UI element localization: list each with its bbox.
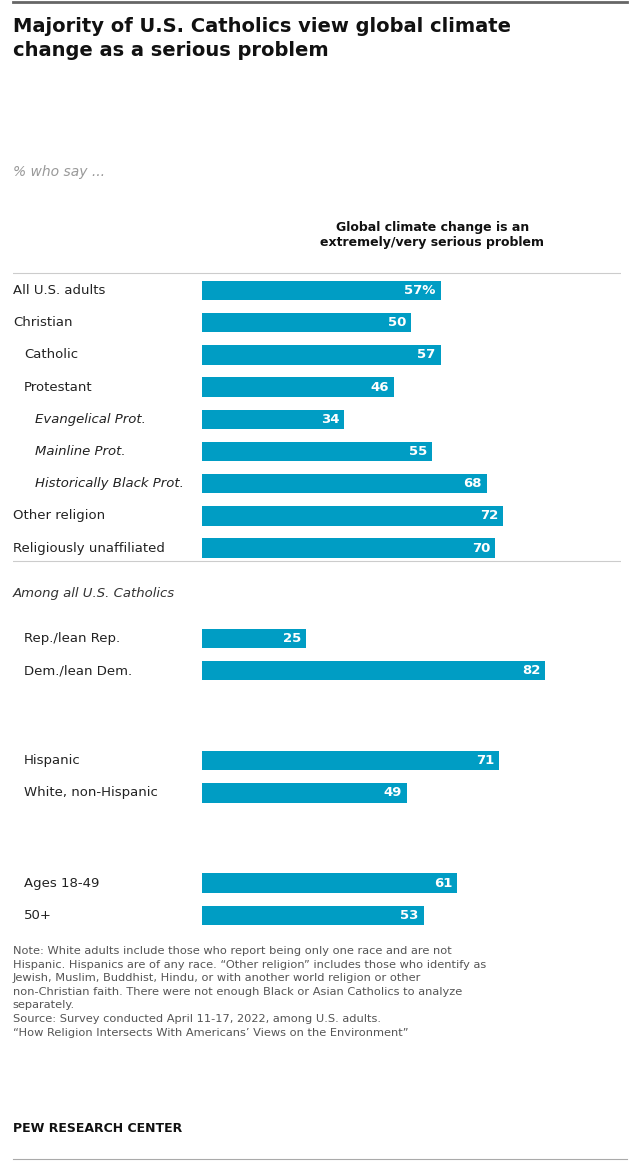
Text: White, non-Hispanic: White, non-Hispanic bbox=[24, 786, 158, 799]
Text: Among all U.S. Catholics: Among all U.S. Catholics bbox=[13, 587, 175, 600]
Text: Dem./lean Dem.: Dem./lean Dem. bbox=[24, 664, 132, 677]
Bar bbox=[202, 442, 432, 461]
Text: All U.S. adults: All U.S. adults bbox=[13, 284, 105, 297]
Text: Protestant: Protestant bbox=[24, 381, 93, 394]
Text: % who say ...: % who say ... bbox=[13, 165, 105, 179]
Bar bbox=[202, 345, 440, 365]
Text: Catholic: Catholic bbox=[24, 348, 78, 361]
Bar bbox=[202, 629, 307, 648]
Bar bbox=[202, 313, 411, 332]
Text: 53: 53 bbox=[401, 909, 419, 922]
Text: Religiously unaffiliated: Religiously unaffiliated bbox=[13, 542, 164, 555]
Text: 34: 34 bbox=[321, 412, 339, 426]
Bar bbox=[202, 281, 440, 301]
Text: 70: 70 bbox=[472, 542, 490, 555]
Text: Rep./lean Rep.: Rep./lean Rep. bbox=[24, 631, 120, 644]
Bar bbox=[202, 783, 407, 803]
Text: 49: 49 bbox=[383, 786, 402, 799]
Text: Note: White adults include those who report being only one race and are not
Hisp: Note: White adults include those who rep… bbox=[13, 946, 486, 1038]
Text: 25: 25 bbox=[283, 631, 301, 644]
Text: 55: 55 bbox=[409, 445, 427, 458]
Bar bbox=[202, 661, 545, 680]
Bar bbox=[202, 905, 424, 925]
Bar bbox=[202, 410, 344, 429]
Text: 50: 50 bbox=[388, 316, 406, 330]
Bar bbox=[202, 507, 504, 525]
Bar bbox=[202, 538, 495, 558]
Text: Global climate change is an
extremely/very serious problem: Global climate change is an extremely/ve… bbox=[320, 220, 544, 248]
Text: Other religion: Other religion bbox=[13, 509, 105, 522]
Bar bbox=[202, 874, 458, 892]
Text: Christian: Christian bbox=[13, 316, 72, 330]
Text: Hispanic: Hispanic bbox=[24, 754, 81, 768]
Text: 57: 57 bbox=[417, 348, 435, 361]
Bar bbox=[202, 751, 499, 770]
Text: 61: 61 bbox=[434, 876, 452, 890]
Text: 50+: 50+ bbox=[24, 909, 52, 922]
Text: Historically Black Prot.: Historically Black Prot. bbox=[35, 478, 184, 490]
Text: 82: 82 bbox=[522, 664, 540, 677]
Bar bbox=[202, 377, 394, 397]
Text: 68: 68 bbox=[463, 478, 482, 490]
Text: Mainline Prot.: Mainline Prot. bbox=[35, 445, 126, 458]
Text: Evangelical Prot.: Evangelical Prot. bbox=[35, 412, 147, 426]
Text: 71: 71 bbox=[476, 754, 494, 768]
Bar bbox=[202, 474, 486, 494]
Text: PEW RESEARCH CENTER: PEW RESEARCH CENTER bbox=[13, 1122, 182, 1135]
Text: 46: 46 bbox=[371, 381, 389, 394]
Text: 72: 72 bbox=[480, 509, 499, 522]
Text: 57%: 57% bbox=[404, 284, 435, 297]
Text: Majority of U.S. Catholics view global climate
change as a serious problem: Majority of U.S. Catholics view global c… bbox=[13, 17, 511, 59]
Text: Ages 18-49: Ages 18-49 bbox=[24, 876, 99, 890]
